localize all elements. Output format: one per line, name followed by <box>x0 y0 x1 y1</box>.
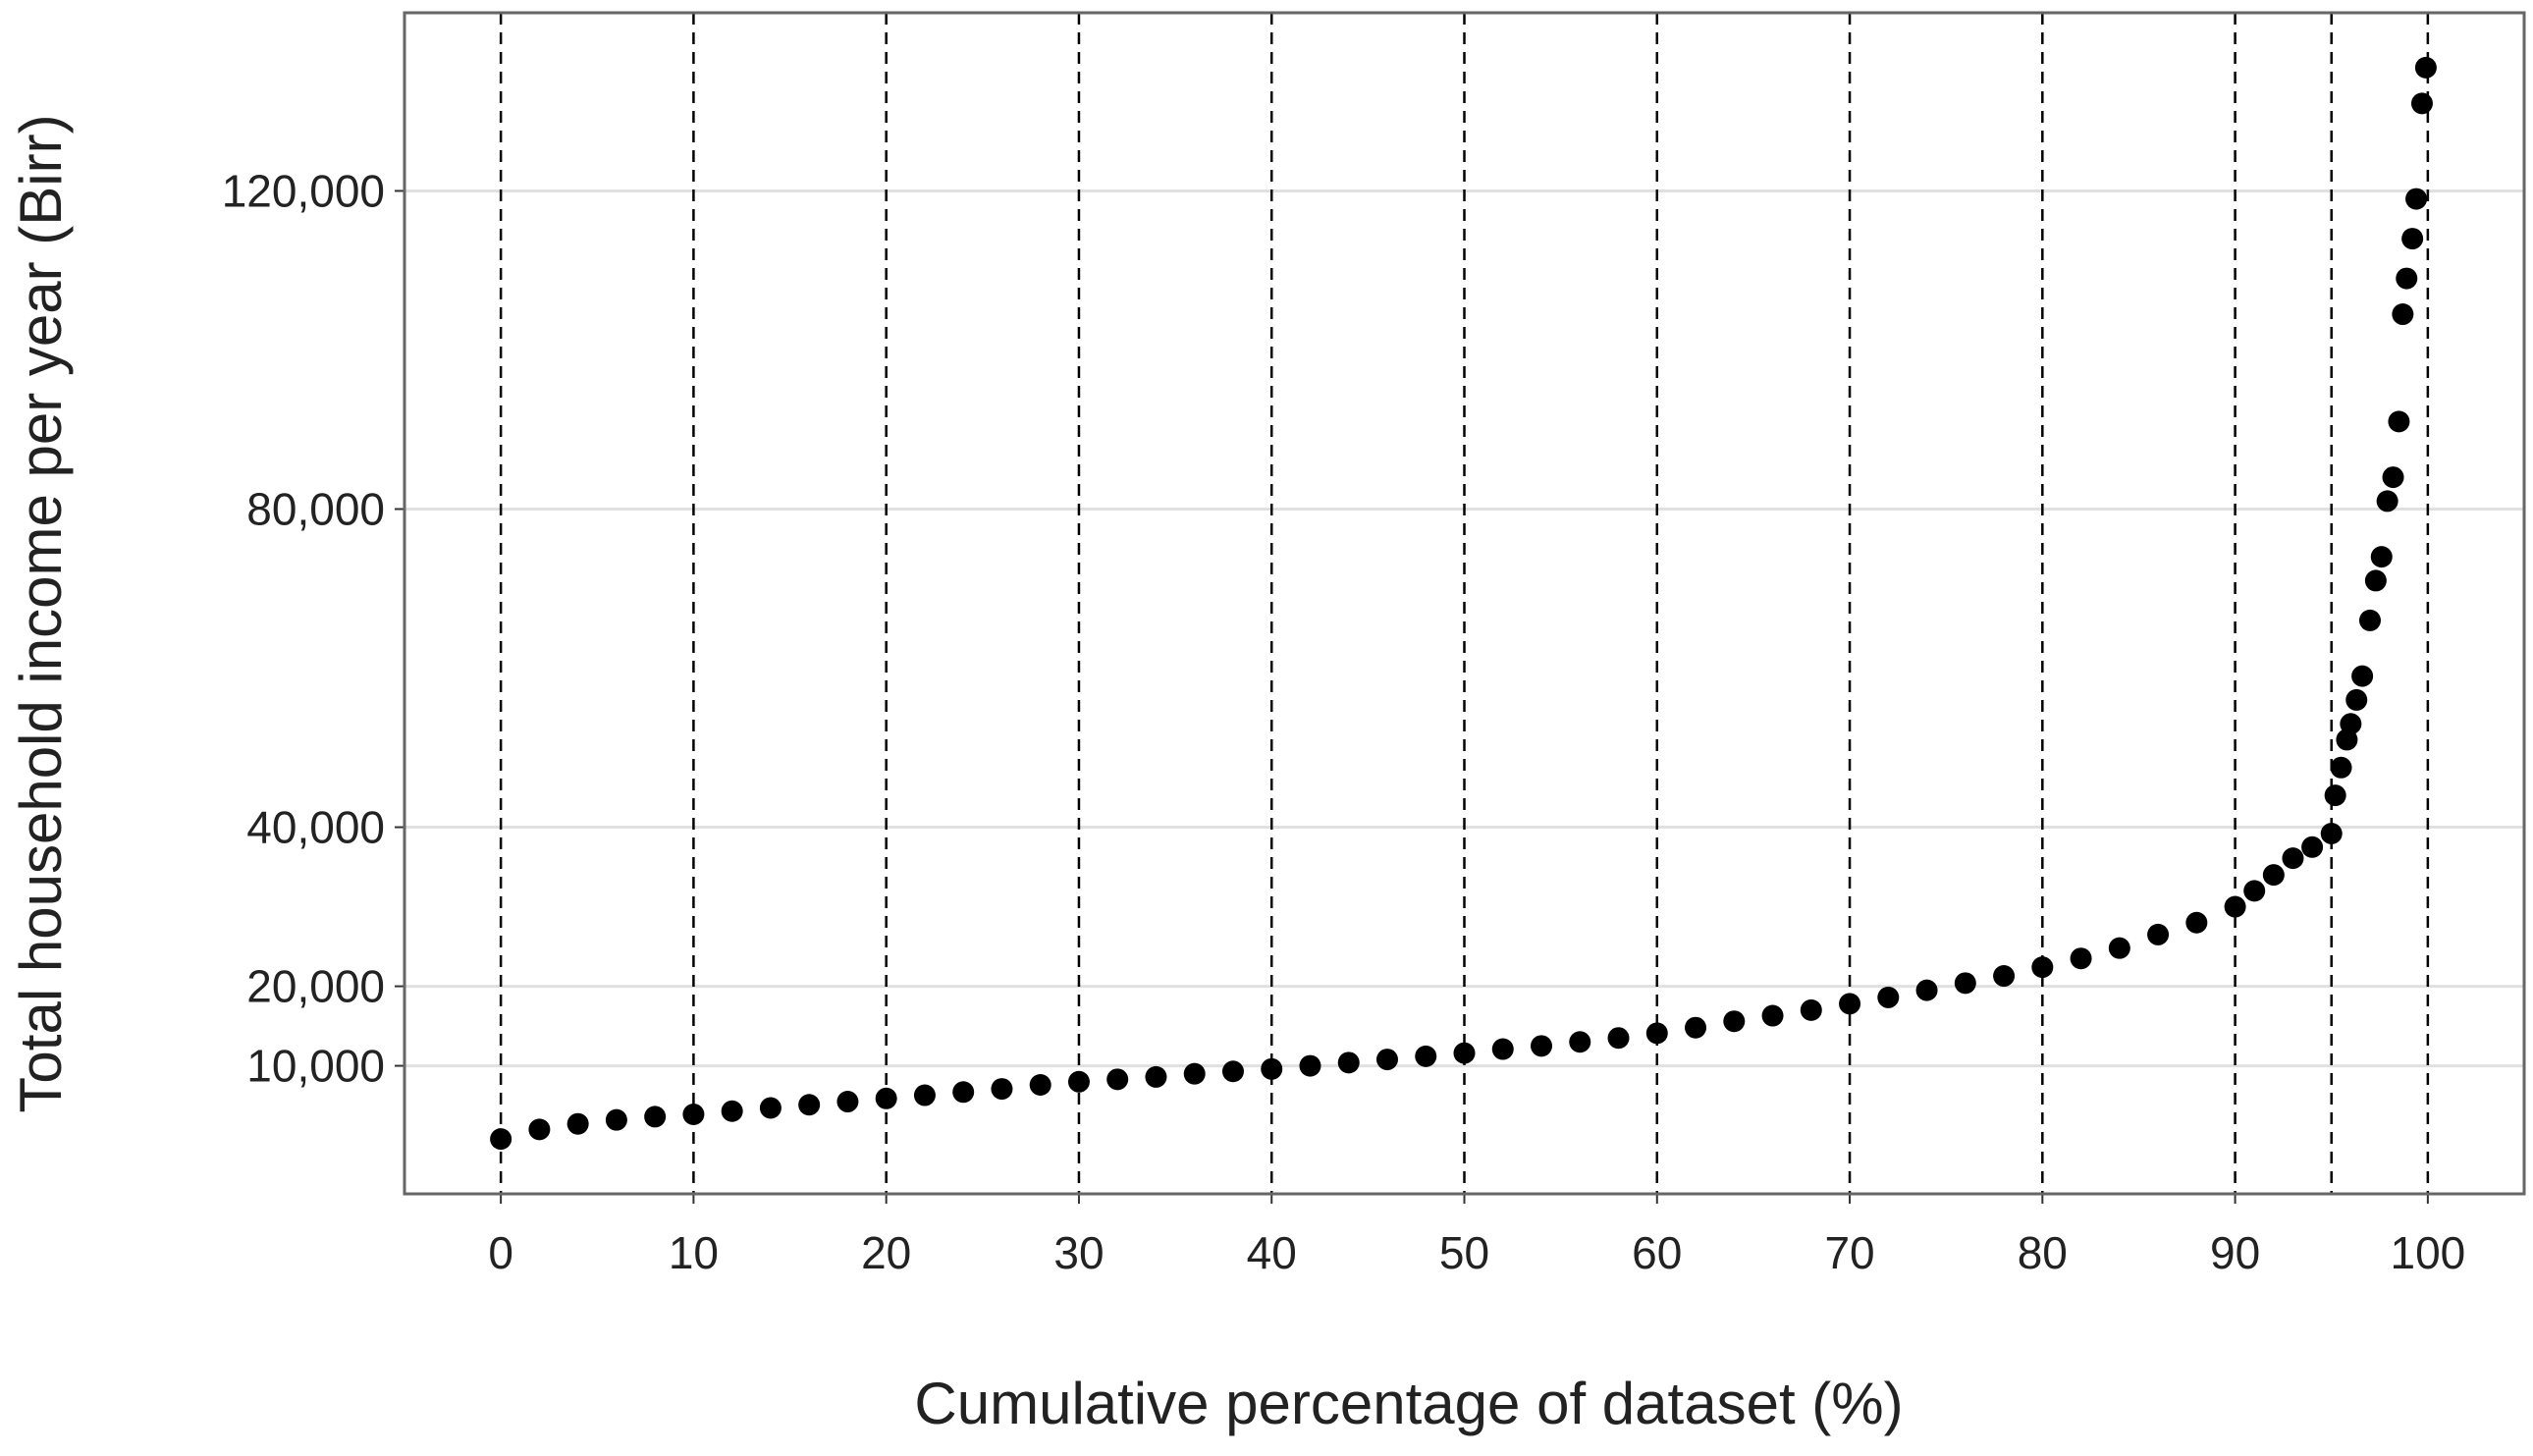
point <box>2410 92 2433 115</box>
point <box>2147 923 2170 945</box>
point <box>1221 1060 1244 1083</box>
point <box>2376 490 2398 512</box>
point <box>2414 56 2437 79</box>
x-tick-label: 90 <box>2210 1227 2260 1278</box>
point <box>1723 1010 1746 1033</box>
point <box>1915 979 1938 1001</box>
point <box>1569 1031 1591 1053</box>
point <box>1607 1027 1630 1050</box>
point <box>682 1103 705 1125</box>
point <box>2340 713 2362 735</box>
point <box>2401 228 2424 250</box>
y-tick-label: 120,000 <box>222 165 385 216</box>
point <box>1877 986 1900 1008</box>
point <box>2388 410 2410 433</box>
point <box>2282 847 2304 870</box>
point <box>1800 998 1822 1021</box>
x-tick-label: 40 <box>1247 1227 1297 1278</box>
point <box>875 1087 897 1109</box>
point <box>2330 756 2352 779</box>
point <box>2370 546 2393 568</box>
point <box>1954 972 1976 995</box>
point <box>2031 956 2054 979</box>
y-tick-label: 40,000 <box>246 802 385 853</box>
point <box>1415 1045 1437 1067</box>
point <box>2351 665 2374 687</box>
point <box>1645 1022 1668 1045</box>
x-tick-label: 50 <box>1439 1227 1489 1278</box>
point <box>2382 466 2404 489</box>
point <box>1993 965 2016 988</box>
point <box>1531 1035 1553 1057</box>
point <box>2070 947 2092 970</box>
point <box>1761 1004 1784 1027</box>
point <box>1183 1062 1206 1085</box>
x-tick-label: 30 <box>1053 1227 1104 1278</box>
point <box>2396 267 2418 290</box>
y-tick-label: 10,000 <box>246 1041 385 1092</box>
point <box>566 1112 589 1135</box>
point <box>1067 1070 1090 1093</box>
point <box>1106 1068 1129 1091</box>
point <box>913 1084 936 1106</box>
point <box>1839 993 1861 1015</box>
y-axis-title: Total household income per year (Birr) <box>8 114 74 1112</box>
point <box>644 1105 667 1128</box>
x-tick-label: 80 <box>2018 1227 2068 1278</box>
point <box>1145 1065 1167 1088</box>
x-tick-label: 70 <box>1824 1227 1874 1278</box>
point <box>528 1118 551 1141</box>
point <box>2358 609 2381 631</box>
point <box>798 1094 821 1116</box>
point <box>2364 569 2387 592</box>
x-tick-label: 100 <box>2390 1227 2465 1278</box>
x-axis-title: Cumulative percentage of dataset (%) <box>914 1371 1903 1436</box>
point <box>2392 303 2414 326</box>
y-tick-label: 20,000 <box>246 961 385 1012</box>
point <box>1337 1052 1360 1074</box>
point <box>991 1078 1013 1101</box>
point <box>2324 784 2346 807</box>
point <box>1491 1038 1514 1060</box>
point <box>605 1108 627 1131</box>
point <box>2224 895 2246 918</box>
point <box>1375 1049 1398 1071</box>
point <box>721 1100 743 1122</box>
x-tick-label: 60 <box>1632 1227 1682 1278</box>
x-tick-label: 10 <box>669 1227 719 1278</box>
x-tick-label: 0 <box>488 1227 513 1278</box>
point <box>952 1081 975 1104</box>
point <box>2301 836 2324 858</box>
point <box>836 1091 859 1113</box>
point <box>1029 1074 1051 1097</box>
point <box>2108 937 2130 959</box>
point <box>1685 1016 1707 1039</box>
point <box>2405 188 2428 210</box>
point <box>759 1097 781 1119</box>
plot-border <box>403 11 2526 1196</box>
point <box>2345 688 2368 711</box>
point <box>2185 911 2208 934</box>
point <box>1261 1057 1283 1080</box>
point <box>1299 1054 1321 1077</box>
x-tick-label: 20 <box>861 1227 911 1278</box>
y-tick-label: 80,000 <box>246 484 385 535</box>
point <box>2243 880 2266 902</box>
point <box>490 1128 512 1151</box>
point <box>2262 864 2285 887</box>
point <box>2320 823 2343 845</box>
point <box>1453 1042 1476 1064</box>
